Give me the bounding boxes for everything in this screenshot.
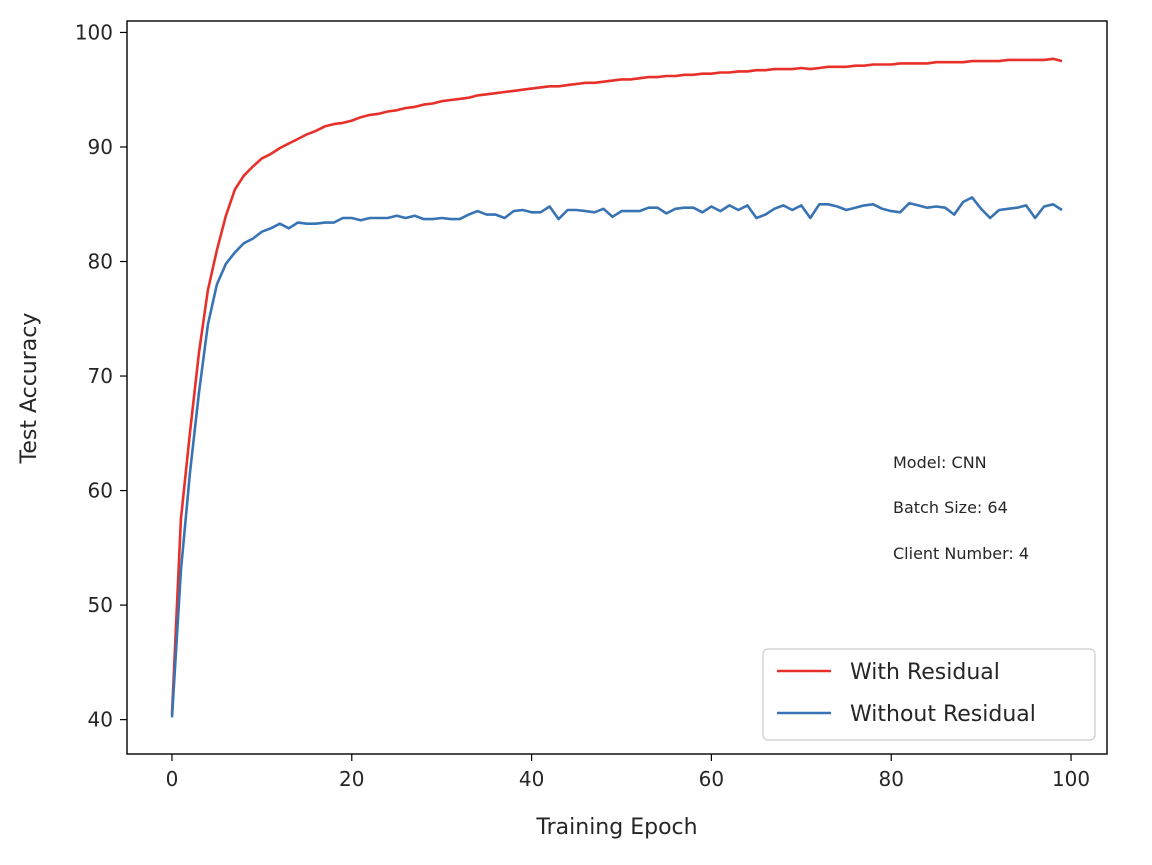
y-tick-label: 60 (88, 479, 113, 503)
x-tick-label: 100 (1052, 767, 1090, 791)
annotation-client-number: Client Number: 4 (893, 544, 1029, 563)
plot-frame (126, 20, 1108, 755)
legend: With Residual Without Residual (762, 648, 1096, 741)
y-tick-label: 100 (75, 20, 113, 44)
x-tick-label: 40 (519, 767, 544, 791)
series-line-with-residual (170, 57, 1063, 714)
y-tick-label: 50 (88, 593, 113, 617)
y-axis-label: Test Accuracy (17, 313, 42, 465)
x-tick-label: 80 (878, 767, 903, 791)
legend-label-without-residual: Without Residual (850, 702, 1036, 727)
legend-label-with-residual: With Residual (850, 660, 1000, 685)
x-tick-label: 60 (699, 767, 724, 791)
y-axis: 40 50 60 70 80 90 100 (75, 20, 127, 732)
y-tick-label: 70 (88, 364, 113, 388)
series-layer (170, 57, 1063, 718)
y-tick-label: 40 (88, 708, 113, 732)
x-axis-label: Training Epoch (535, 815, 697, 840)
x-axis: 0 20 40 60 80 100 (166, 754, 1090, 791)
x-tick-label: 20 (339, 767, 364, 791)
legend-box (762, 648, 1096, 741)
y-tick-label: 90 (88, 135, 113, 159)
annotation-batch-size: Batch Size: 64 (893, 498, 1008, 517)
series-line-without-residual (170, 196, 1063, 718)
annotation-model: Model: CNN (893, 453, 987, 472)
y-tick-label: 80 (88, 250, 113, 274)
x-tick-label: 0 (166, 767, 179, 791)
